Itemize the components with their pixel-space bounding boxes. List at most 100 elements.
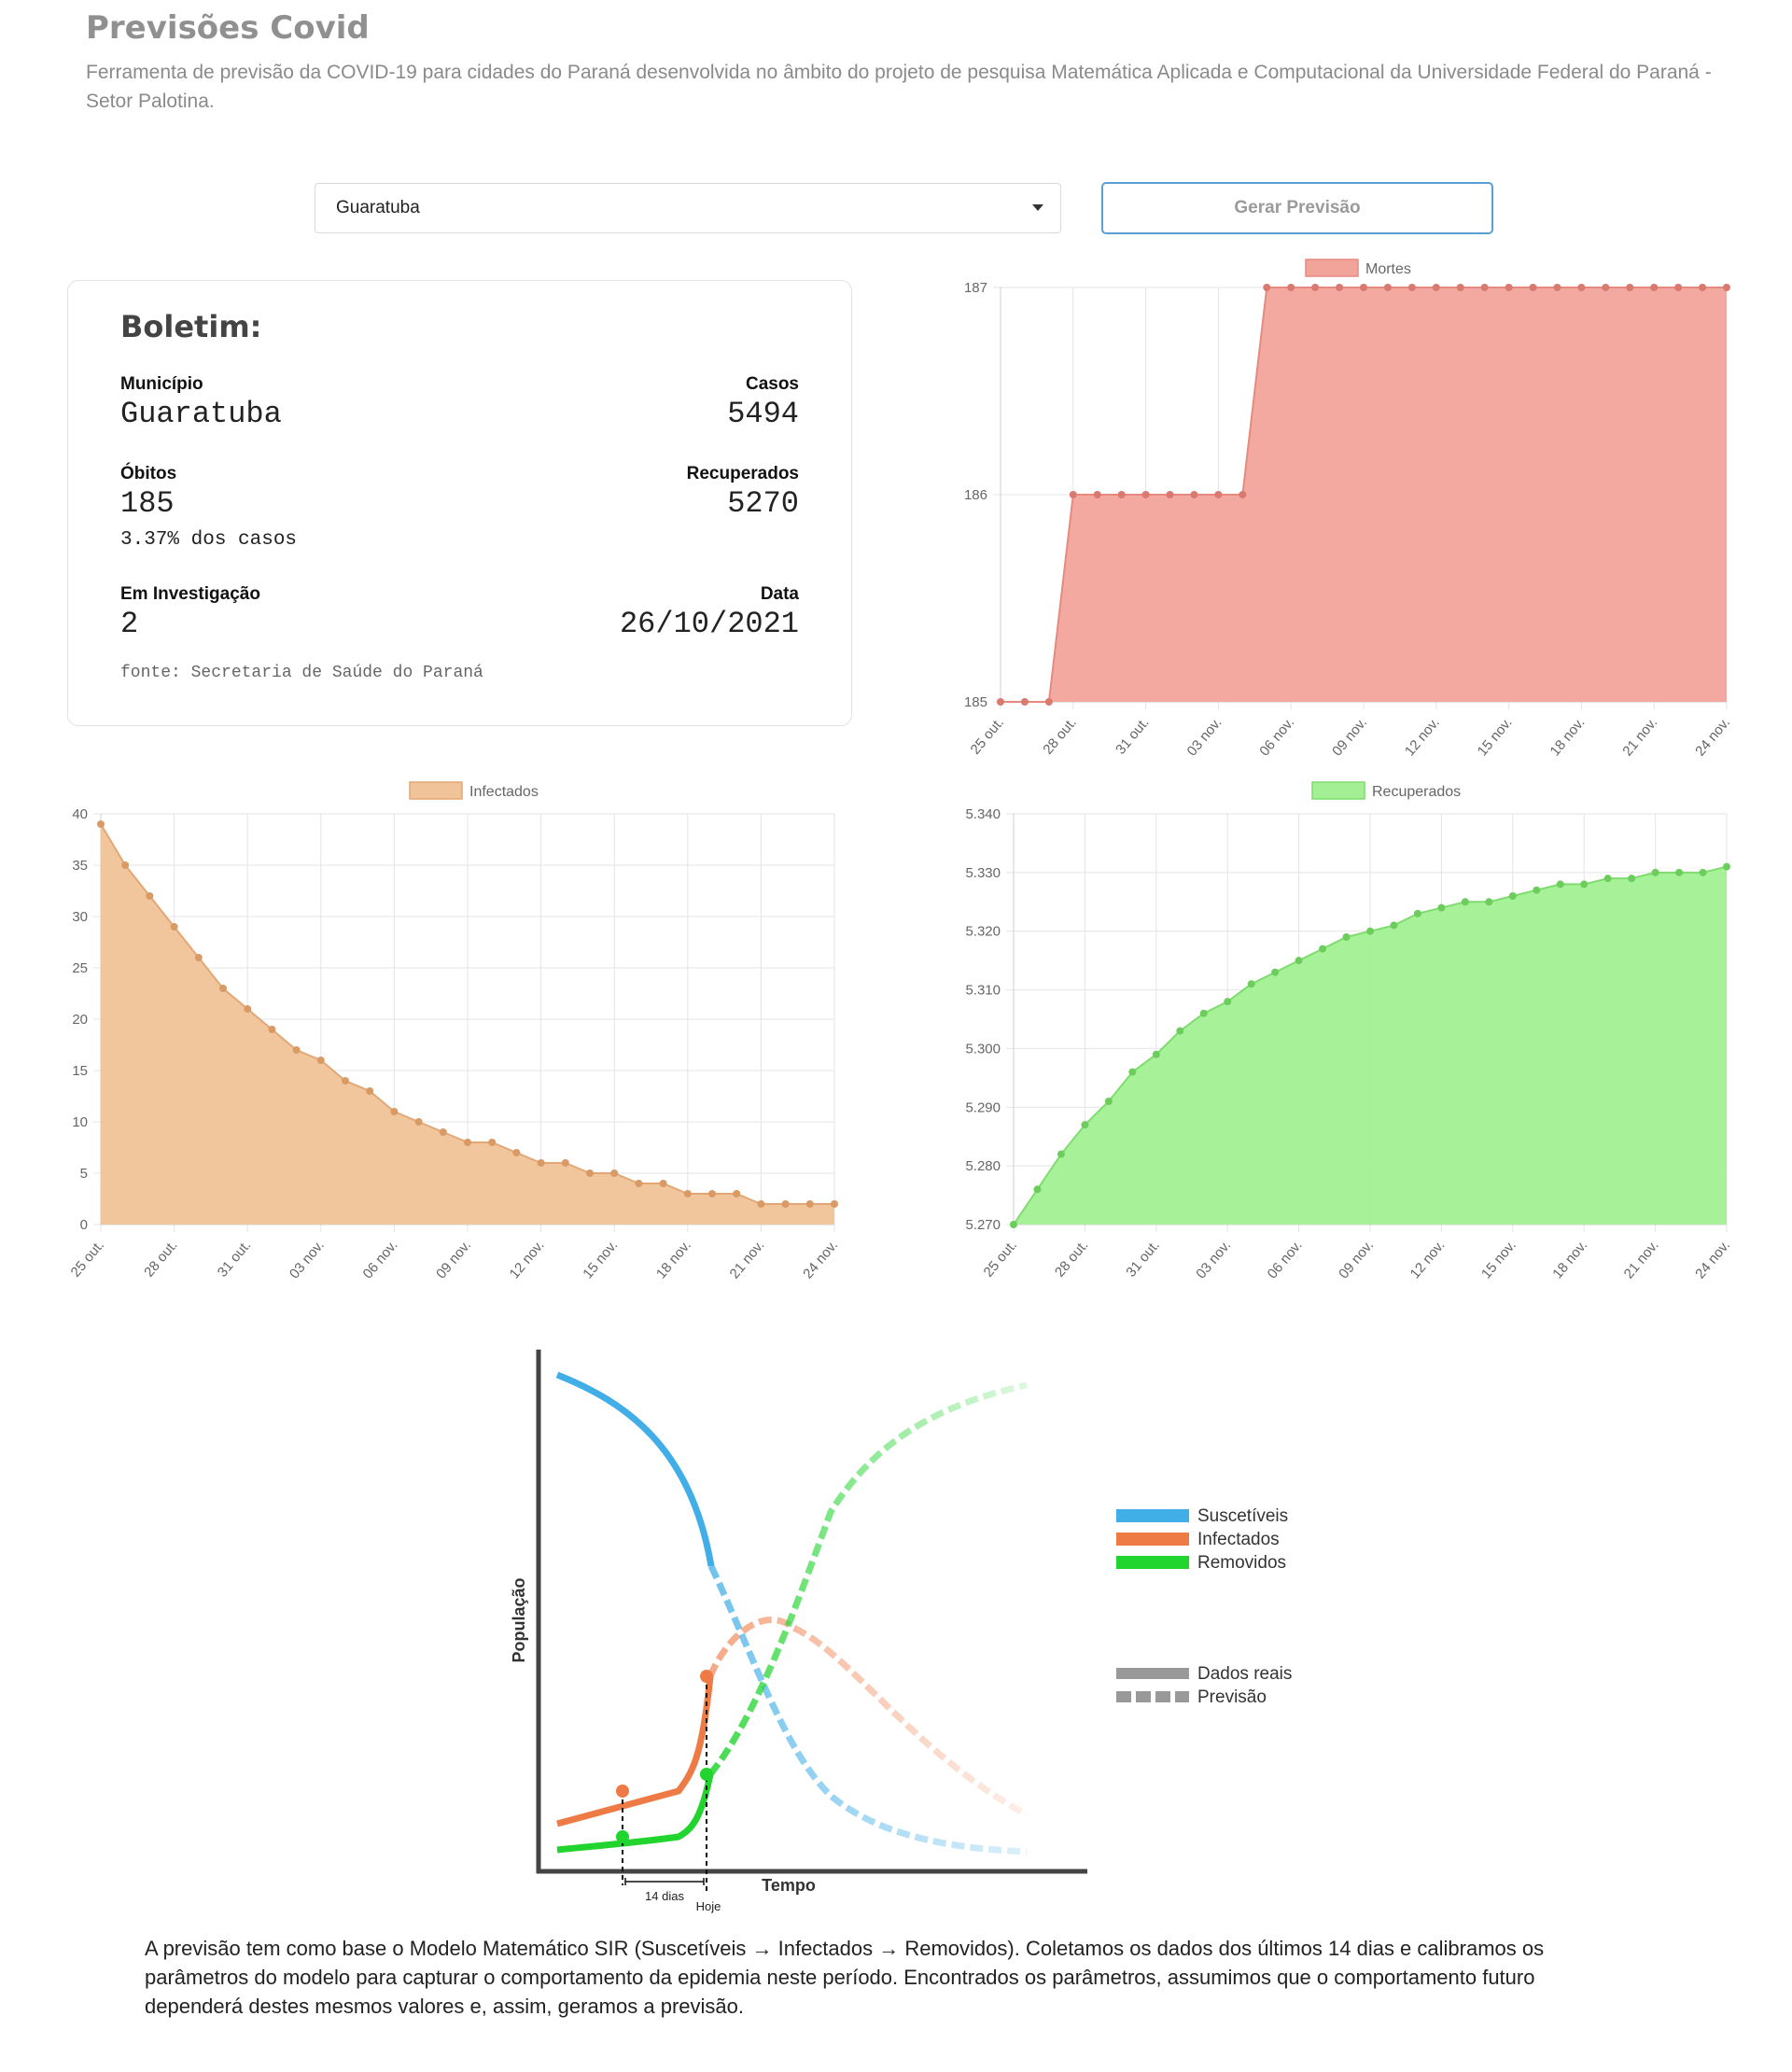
mortes-data-point[interactable] xyxy=(1117,491,1126,498)
recuperados-data-point[interactable] xyxy=(1057,1150,1065,1158)
infectados-data-point[interactable] xyxy=(683,1190,692,1197)
recuperados-data-point[interactable] xyxy=(1675,868,1684,876)
city-select[interactable]: Guaratuba xyxy=(315,183,1061,233)
mortes-legend-label[interactable]: Mortes xyxy=(1365,261,1411,277)
infectados-data-point[interactable] xyxy=(316,1057,325,1064)
mortes-data-point[interactable] xyxy=(1432,284,1440,291)
mortes-data-point[interactable] xyxy=(1311,284,1320,291)
mortes-data-point[interactable] xyxy=(1214,491,1223,498)
mortes-data-point[interactable] xyxy=(1456,284,1464,291)
recuperados-data-point[interactable] xyxy=(1128,1068,1137,1076)
recuperados-data-point[interactable] xyxy=(1010,1221,1017,1228)
infectados-data-point[interactable] xyxy=(733,1190,741,1197)
infectados-data-point[interactable] xyxy=(586,1169,594,1177)
infectados-data-point[interactable] xyxy=(708,1190,716,1197)
infectados-data-point[interactable] xyxy=(194,954,203,961)
infectados-data-point[interactable] xyxy=(292,1046,301,1054)
infectados-data-point[interactable] xyxy=(414,1118,423,1126)
mortes-data-point[interactable] xyxy=(1336,284,1344,291)
infectados-data-point[interactable] xyxy=(805,1200,814,1208)
mortes-data-point[interactable] xyxy=(1650,284,1659,291)
mortes-legend-swatch[interactable] xyxy=(1305,259,1359,277)
infectados-data-point[interactable] xyxy=(831,1200,838,1208)
mortes-data-point[interactable] xyxy=(1407,284,1416,291)
infectados-data-point[interactable] xyxy=(439,1128,447,1136)
infectados-data-point[interactable] xyxy=(561,1159,569,1167)
recuperados-data-point[interactable] xyxy=(1508,892,1517,900)
infectados-legend-label[interactable]: Infectados xyxy=(469,784,539,800)
recuperados-data-point[interactable] xyxy=(1033,1185,1042,1194)
recuperados-data-point[interactable] xyxy=(1580,880,1589,889)
infectados-data-point[interactable] xyxy=(219,985,227,992)
infectados-data-point[interactable] xyxy=(121,861,130,869)
infectados-data-point[interactable] xyxy=(146,892,154,900)
infectados-data-point[interactable] xyxy=(464,1139,471,1146)
mortes-data-point[interactable] xyxy=(1020,698,1029,706)
mortes-data-point[interactable] xyxy=(1287,284,1295,291)
infectados-data-point[interactable] xyxy=(170,923,178,931)
mortes-data-point[interactable] xyxy=(1577,284,1586,291)
infectados-data-point[interactable] xyxy=(512,1149,521,1156)
infectados-data-point[interactable] xyxy=(244,1005,252,1013)
mortes-data-point[interactable] xyxy=(1553,284,1561,291)
infectados-data-point[interactable] xyxy=(488,1139,497,1146)
mortes-data-point[interactable] xyxy=(997,698,1004,706)
mortes-data-point[interactable] xyxy=(1141,491,1150,498)
mortes-data-point[interactable] xyxy=(1166,491,1174,498)
recuperados-data-point[interactable] xyxy=(1224,998,1232,1006)
recuperados-data-point[interactable] xyxy=(1603,875,1612,883)
recuperados-data-point[interactable] xyxy=(1199,1009,1208,1017)
recuperados-data-point[interactable] xyxy=(1271,968,1280,976)
infectados-data-point[interactable] xyxy=(757,1200,765,1208)
recuperados-data-point[interactable] xyxy=(1413,909,1421,917)
infectados-legend-swatch[interactable] xyxy=(409,781,463,800)
infectados-data-point[interactable] xyxy=(659,1180,667,1187)
recuperados-data-point[interactable] xyxy=(1556,880,1564,889)
mortes-data-point[interactable] xyxy=(1093,491,1101,498)
mortes-data-point[interactable] xyxy=(1044,698,1053,706)
mortes-data-point[interactable] xyxy=(1674,284,1683,291)
infectados-data-point[interactable] xyxy=(366,1087,374,1095)
mortes-data-point[interactable] xyxy=(1529,284,1537,291)
recuperados-data-point[interactable] xyxy=(1342,933,1351,941)
recuperados-data-point[interactable] xyxy=(1366,927,1374,935)
mortes-data-point[interactable] xyxy=(1263,284,1271,291)
recuperados-legend-swatch[interactable] xyxy=(1311,781,1365,800)
recuperados-data-point[interactable] xyxy=(1651,868,1659,876)
mortes-data-point[interactable] xyxy=(1069,491,1077,498)
recuperados-data-point[interactable] xyxy=(1081,1121,1089,1129)
recuperados-data-point[interactable] xyxy=(1461,898,1469,906)
recuperados-data-point[interactable] xyxy=(1699,868,1707,876)
mortes-data-point[interactable] xyxy=(1723,284,1730,291)
infectados-data-point[interactable] xyxy=(635,1180,643,1187)
recuperados-data-point[interactable] xyxy=(1319,945,1327,953)
mortes-data-point[interactable] xyxy=(1505,284,1513,291)
recuperados-data-point[interactable] xyxy=(1104,1098,1113,1105)
recuperados-legend-label[interactable]: Recuperados xyxy=(1372,784,1461,800)
recuperados-data-point[interactable] xyxy=(1437,903,1446,912)
infectados-data-point[interactable] xyxy=(537,1159,545,1167)
mortes-data-point[interactable] xyxy=(1190,491,1198,498)
recuperados-data-point[interactable] xyxy=(1533,886,1541,894)
mortes-data-point[interactable] xyxy=(1480,284,1489,291)
recuperados-data-point[interactable] xyxy=(1247,980,1255,988)
recuperados-data-point[interactable] xyxy=(1628,875,1636,883)
infectados-data-point[interactable] xyxy=(781,1200,790,1208)
recuperados-data-point[interactable] xyxy=(1390,921,1398,930)
recuperados-data-point[interactable] xyxy=(1295,957,1303,965)
infectados-data-point[interactable] xyxy=(268,1026,276,1033)
infectados-data-point[interactable] xyxy=(610,1169,619,1177)
mortes-data-point[interactable] xyxy=(1602,284,1610,291)
mortes-data-point[interactable] xyxy=(1239,491,1247,498)
mortes-data-point[interactable] xyxy=(1383,284,1392,291)
mortes-data-point[interactable] xyxy=(1360,284,1367,291)
recuperados-data-point[interactable] xyxy=(1485,898,1493,906)
recuperados-data-point[interactable] xyxy=(1176,1027,1184,1035)
infectados-data-point[interactable] xyxy=(342,1077,349,1085)
infectados-data-point[interactable] xyxy=(390,1108,399,1115)
mortes-data-point[interactable] xyxy=(1626,284,1634,291)
mortes-data-point[interactable] xyxy=(1699,284,1707,291)
recuperados-data-point[interactable] xyxy=(1152,1050,1160,1058)
infectados-data-point[interactable] xyxy=(97,820,105,828)
generate-forecast-button[interactable]: Gerar Previsão xyxy=(1101,182,1493,234)
